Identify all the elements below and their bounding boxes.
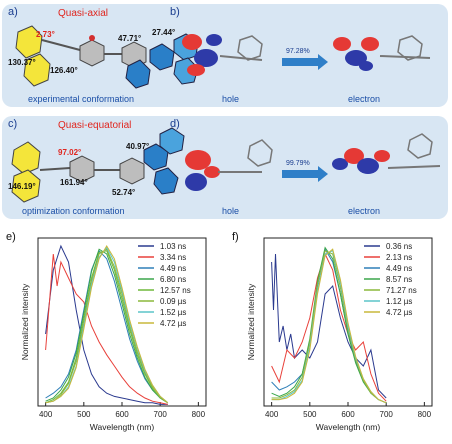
x-tick-label: 400	[265, 410, 279, 419]
legend-entry: 71.27 ns	[386, 286, 417, 295]
legend-entry: 8.57 ns	[386, 275, 412, 284]
panel-c-title: Quasi-equatorial	[58, 120, 132, 131]
angle-a5: 27.44°	[152, 28, 176, 37]
series-line-3	[271, 246, 387, 404]
orbital-electron-d	[332, 133, 441, 174]
panel-b-percent: 97.28%	[286, 48, 310, 55]
series-line-0	[271, 253, 387, 399]
angle-c1: 97.02°	[58, 148, 82, 157]
x-tick-label: 500	[303, 410, 317, 419]
y-axis-label: Normalized intensity	[20, 283, 30, 360]
angle-a1: 130.37°	[8, 58, 36, 67]
series-line-5	[45, 248, 169, 404]
x-tick-label: 700	[380, 410, 394, 419]
series-line-4	[271, 250, 387, 404]
panel-b-hole: hole	[222, 94, 240, 104]
molecule-c	[11, 127, 185, 203]
x-tick-label: 800	[418, 410, 432, 419]
legend-entry: 1.52 µs	[160, 308, 186, 317]
angle-c2: 146.19°	[8, 182, 36, 191]
series-line-2	[45, 249, 169, 404]
legend-entry: 1.03 ns	[160, 242, 186, 251]
orbital-hole-d	[185, 139, 273, 191]
panel-b-electron: electron	[348, 94, 381, 104]
x-tick-label: 600	[115, 410, 129, 419]
x-axis-label: Wavelength (nm)	[90, 422, 155, 432]
angle-c3: 161.94°	[60, 178, 88, 187]
series-line-0	[45, 244, 168, 405]
x-tick-label: 600	[341, 410, 355, 419]
angle-a3: 126.40°	[50, 66, 78, 75]
chart-panel-letter: f)	[232, 231, 239, 243]
series-line-4	[45, 250, 169, 404]
series-line-3	[45, 248, 169, 404]
x-tick-label: 500	[77, 410, 91, 419]
legend-entry: 0.36 ns	[386, 242, 412, 251]
legend-entry: 3.34 ns	[160, 253, 186, 262]
legend-entry: 4.72 µs	[160, 319, 186, 328]
angle-a4: 47.71°	[118, 34, 142, 43]
panel-d-percent: 99.79%	[286, 160, 310, 167]
legend-entry: 12.57 ns	[160, 286, 191, 295]
x-tick-label: 400	[39, 410, 53, 419]
x-tick-label: 700	[154, 410, 168, 419]
chart-panel-letter: e)	[6, 231, 16, 243]
molecule-illustrations	[11, 25, 441, 203]
panel-d-letter: d)	[170, 118, 180, 130]
y-axis-label: Normalized intensity	[246, 283, 256, 360]
orbital-hole-b	[182, 34, 263, 76]
angle-c5: 40.97°	[126, 142, 150, 151]
legend-entry: 0.09 µs	[160, 297, 186, 306]
panel-c-caption: optimization conformation	[22, 206, 125, 216]
x-tick-label: 800	[192, 410, 206, 419]
molecule-a	[15, 25, 199, 89]
panel-c-letter: c)	[8, 118, 18, 130]
panel-d-hole: hole	[222, 206, 240, 216]
arrow-d	[282, 166, 328, 182]
panel-b-letter: b)	[170, 6, 180, 18]
series-line-1	[271, 252, 387, 402]
panel-a-caption: experimental conformation	[28, 94, 135, 104]
orbital-electron-b	[333, 35, 431, 71]
series-line-1	[45, 253, 168, 405]
series-line-7	[45, 245, 169, 404]
chart-e: e) 400 500 600 700 800 Wavelength (nm) Normaliz…	[6, 231, 207, 432]
panel-a-letter: a)	[8, 6, 18, 18]
legend-entry: 6.80 ns	[160, 275, 186, 284]
series-line-6	[271, 248, 387, 404]
angle-c4: 52.74°	[112, 188, 136, 197]
x-axis-label: Wavelength (nm)	[316, 422, 381, 432]
arrow-b	[282, 54, 328, 70]
series-line-2	[271, 247, 387, 404]
panel-a-title: Quasi-axial	[58, 8, 109, 19]
legend-entry: 4.49 ns	[160, 264, 186, 273]
angle-a2: 2.73°	[36, 30, 55, 39]
panel-d-electron: electron	[348, 206, 381, 216]
legend-entry: 4.72 µs	[386, 308, 412, 317]
legend-entry: 2.13 ns	[386, 253, 412, 262]
series-line-5	[271, 250, 387, 404]
legend-entry: 1.12 µs	[386, 297, 412, 306]
legend-entry: 4.49 ns	[386, 264, 412, 273]
chart-f: f) 400 500 600 700 800 Wavelength (nm) Normaliz…	[232, 231, 433, 432]
